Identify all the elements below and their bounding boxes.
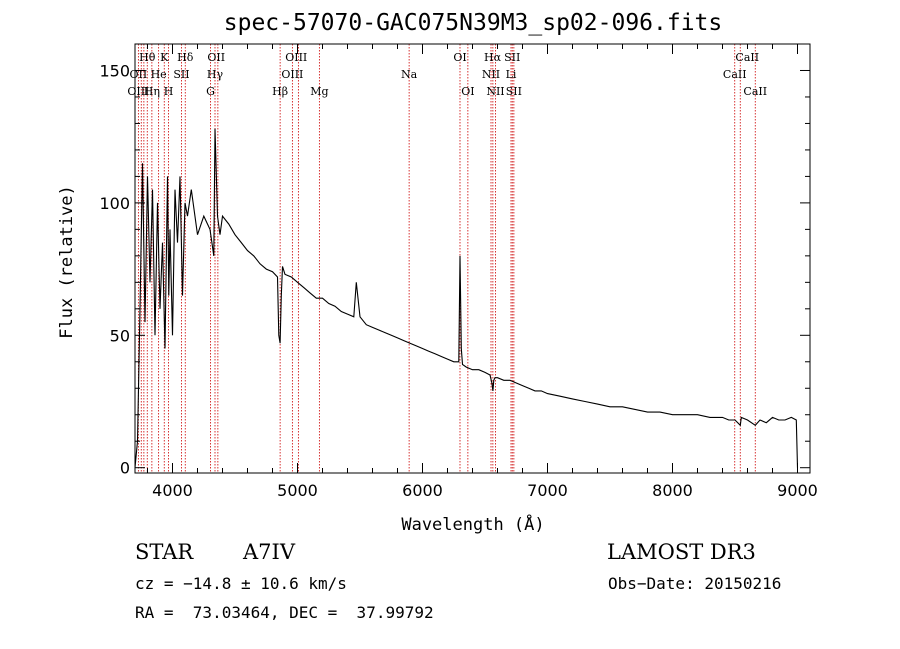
x-tick-label: 5000: [277, 481, 318, 500]
spectral-line-label: Hδ: [177, 51, 194, 64]
spectral-line-label: Na: [401, 68, 418, 81]
y-tick-label: 100: [99, 194, 130, 213]
spectral-line-label: OIII: [127, 85, 149, 98]
spectral-line-label: CaII: [735, 51, 759, 64]
spectral-line-label: SII: [504, 51, 520, 64]
spectral-line-label: He: [151, 68, 167, 81]
spectral-line-label: OI: [453, 51, 466, 64]
x-tick-label: 8000: [652, 481, 693, 500]
spectral-line-label: OI: [461, 85, 474, 98]
plot-frame: [134, 43, 811, 474]
object-subclass: A7IV: [243, 540, 295, 564]
spectral-line-label: Mg: [310, 85, 328, 98]
spectral-line-label: NII: [482, 68, 500, 81]
x-tick-label: 4000: [152, 481, 193, 500]
redshift-line: cz = −14.8 ± 10.6 km/s: [135, 574, 347, 593]
spectral-line-label: K: [160, 51, 169, 64]
axis-tick-labels: 4000 5000 6000 7000 8000 9000 0 50 100 150: [99, 61, 817, 500]
axis-ticks: [135, 44, 810, 473]
spectral-line-label: CaII: [743, 85, 767, 98]
spectral-line-label: Hη: [144, 85, 160, 98]
x-tick-label: 6000: [402, 481, 443, 500]
spectrum-line: [134, 128, 799, 468]
spectral-line-label: Hα: [484, 51, 502, 64]
spectral-line-label: SII: [506, 85, 522, 98]
y-tick-label: 50: [110, 326, 130, 345]
spectral-line-label: CaII: [723, 68, 747, 81]
x-tick-label: 7000: [527, 481, 568, 500]
spectral-line-label: OII: [207, 51, 225, 64]
spectral-line-label: Hβ: [272, 85, 288, 98]
y-axis-label: Flux (relative): [57, 185, 77, 339]
spectral-line-label: Hγ: [207, 68, 224, 81]
spectral-line-label: SII: [173, 68, 189, 81]
y-tick-label: 0: [120, 459, 130, 478]
x-tick-label: 9000: [777, 481, 818, 500]
spectral-line-label: OIII: [285, 51, 307, 64]
spectral-line-label: Hθ: [139, 51, 156, 64]
x-axis-label: Wavelength (Å): [401, 513, 544, 535]
spectral-line-label: NII: [486, 85, 504, 98]
spectral-line-markers: [137, 44, 756, 473]
chart-title: spec-57070-GAC075N39M3_sp02-096.fits: [223, 10, 723, 36]
survey-name: LAMOST DR3: [607, 540, 756, 564]
spectral-line-label: OIII: [281, 68, 303, 81]
coordinates-line: RA = 73.03464, DEC = 37.99792: [135, 603, 434, 622]
spectral-line-label: Li: [506, 68, 517, 81]
y-tick-label: 150: [99, 61, 130, 80]
spectral-line-label: OII: [130, 68, 148, 81]
spectral-line-label: G: [206, 85, 215, 98]
object-class: STAR: [135, 540, 194, 564]
obs-date: Obs−Date: 20150216: [608, 574, 782, 593]
spectral-line-label: H: [164, 85, 174, 98]
